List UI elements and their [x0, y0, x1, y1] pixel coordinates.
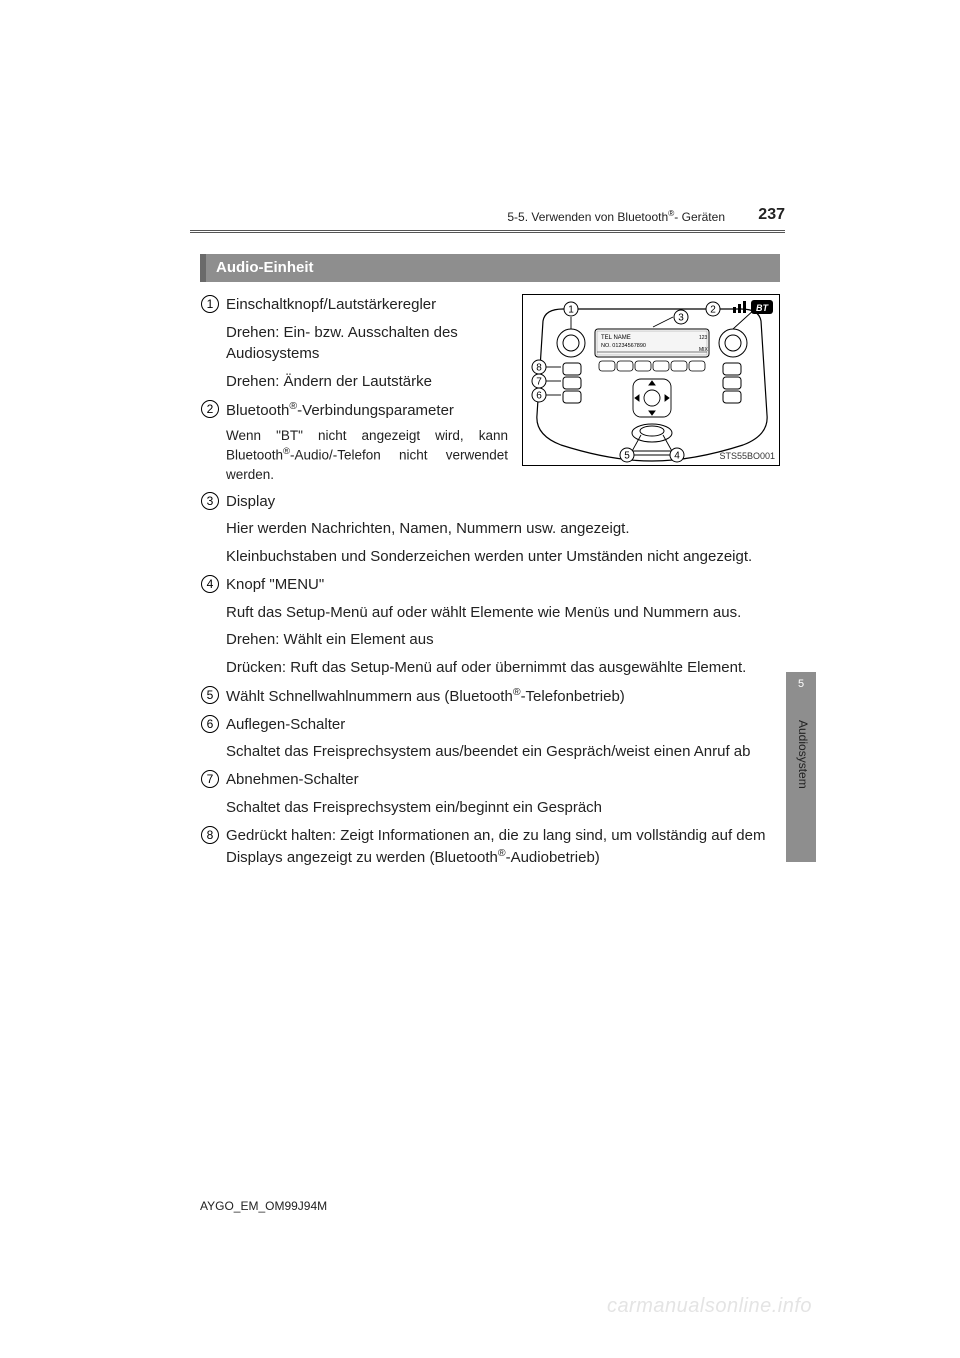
section-path-pre: 5-5. Verwenden von Bluetooth — [507, 210, 668, 224]
item-1-line: Drehen: Ein- bzw. Ausschalten des Audios… — [226, 322, 526, 366]
svg-text:2: 2 — [710, 304, 716, 315]
item-body-8: Gedrückt halten: Zeigt Informationen an,… — [226, 825, 780, 870]
svg-text:5: 5 — [207, 688, 214, 702]
item-body-2: Bluetooth®-VerbindungsparameterWenn "BT"… — [226, 399, 508, 485]
svg-text:8: 8 — [536, 362, 542, 373]
svg-text:4: 4 — [207, 577, 214, 591]
svg-text:1: 1 — [568, 304, 574, 315]
svg-text:7: 7 — [536, 376, 542, 387]
item-6-line: Schaltet das Freisprechsystem aus/beende… — [226, 741, 780, 763]
content-area: Audio-Einheit TEL NAME NO. 01234567890 1… — [200, 254, 780, 875]
numbered-item-5: 5 Wählt Schnellwahlnummern aus (Bluetooth… — [200, 685, 780, 708]
item-body-5: Wählt Schnellwahlnummern aus (Bluetooth®… — [226, 685, 780, 708]
item-body-6: Auflegen-Schalter — [226, 714, 780, 736]
item-marker-8: 8 — [200, 825, 226, 870]
item-marker-3: 3 — [200, 491, 226, 513]
chapter-tab-label: Audiosystem — [796, 720, 810, 789]
numbered-item-3: 3 Display — [200, 491, 780, 513]
numbered-item-1: 1 Einschaltknopf/Lautstärkeregler — [200, 294, 508, 316]
screen-tel: TEL NAME — [601, 335, 631, 341]
header-rule — [190, 230, 785, 233]
numbered-item-8: 8 Gedrückt halten: Zeigt Informationen an… — [200, 825, 780, 870]
item-body-3: Display — [226, 491, 780, 513]
item-marker-4: 4 — [200, 574, 226, 596]
item-3-line: Kleinbuchstaben und Sonderzeichen werden… — [226, 546, 780, 568]
svg-text:5: 5 — [624, 450, 630, 461]
item-body-1: Einschaltknopf/Lautstärkeregler — [226, 294, 508, 316]
radio-diagram: TEL NAME NO. 01234567890 123 MIX — [522, 294, 780, 466]
svg-text:3: 3 — [678, 312, 684, 323]
item-3-line: Hier werden Nachrichten, Namen, Nummern … — [226, 518, 780, 540]
item-marker-5: 5 — [200, 685, 226, 708]
item-marker-6: 6 — [200, 714, 226, 736]
numbered-item-4: 4 Knopf "MENU" — [200, 574, 780, 596]
figure-code: STS55BO001 — [719, 450, 775, 463]
page-number: 237 — [758, 206, 785, 224]
item-marker-2: 2 — [200, 399, 226, 485]
svg-text:7: 7 — [207, 772, 214, 786]
item-4-line: Drehen: Wählt ein Element aus — [226, 629, 780, 651]
item-body-7: Abnehmen-Schalter — [226, 769, 780, 791]
footer-doc-code: AYGO_EM_OM99J94M — [200, 1199, 327, 1213]
numbered-item-7: 7 Abnehmen-Schalter — [200, 769, 780, 791]
svg-text:1: 1 — [207, 297, 214, 311]
item-1-line: Drehen: Ändern der Lautstärke — [226, 371, 526, 393]
item-marker-1: 1 — [200, 294, 226, 316]
section-path: 5-5. Verwenden von Bluetooth®- Geräten — [507, 208, 725, 224]
manual-page: 5-5. Verwenden von Bluetooth®- Geräten 2… — [0, 0, 960, 1358]
screen-no: NO. 01234567890 — [601, 343, 646, 349]
svg-text:BT: BT — [756, 303, 769, 313]
watermark: carmanualsonline.info — [607, 1295, 812, 1318]
chapter-tab-number: 5 — [786, 678, 816, 690]
screen-123: 123 — [699, 335, 708, 341]
section-heading-bar: Audio-Einheit — [200, 254, 780, 282]
section-path-post: - Geräten — [674, 210, 725, 224]
svg-text:3: 3 — [207, 494, 214, 508]
svg-text:8: 8 — [207, 828, 214, 842]
item-4-line: Drücken: Ruft das Setup-Menü auf oder üb… — [226, 657, 780, 679]
svg-text:6: 6 — [536, 390, 542, 401]
item-marker-7: 7 — [200, 769, 226, 791]
item-body-4: Knopf "MENU" — [226, 574, 780, 596]
item-7-line: Schaltet das Freisprechsystem ein/beginn… — [226, 797, 780, 819]
svg-text:2: 2 — [207, 402, 214, 416]
numbered-item-2: 2 Bluetooth®-VerbindungsparameterWenn "BT… — [200, 399, 508, 485]
numbered-item-6: 6 Auflegen-Schalter — [200, 714, 780, 736]
item-4-line: Ruft das Setup-Menü auf oder wählt Eleme… — [226, 602, 780, 624]
svg-text:6: 6 — [207, 717, 214, 731]
svg-text:4: 4 — [674, 450, 680, 461]
